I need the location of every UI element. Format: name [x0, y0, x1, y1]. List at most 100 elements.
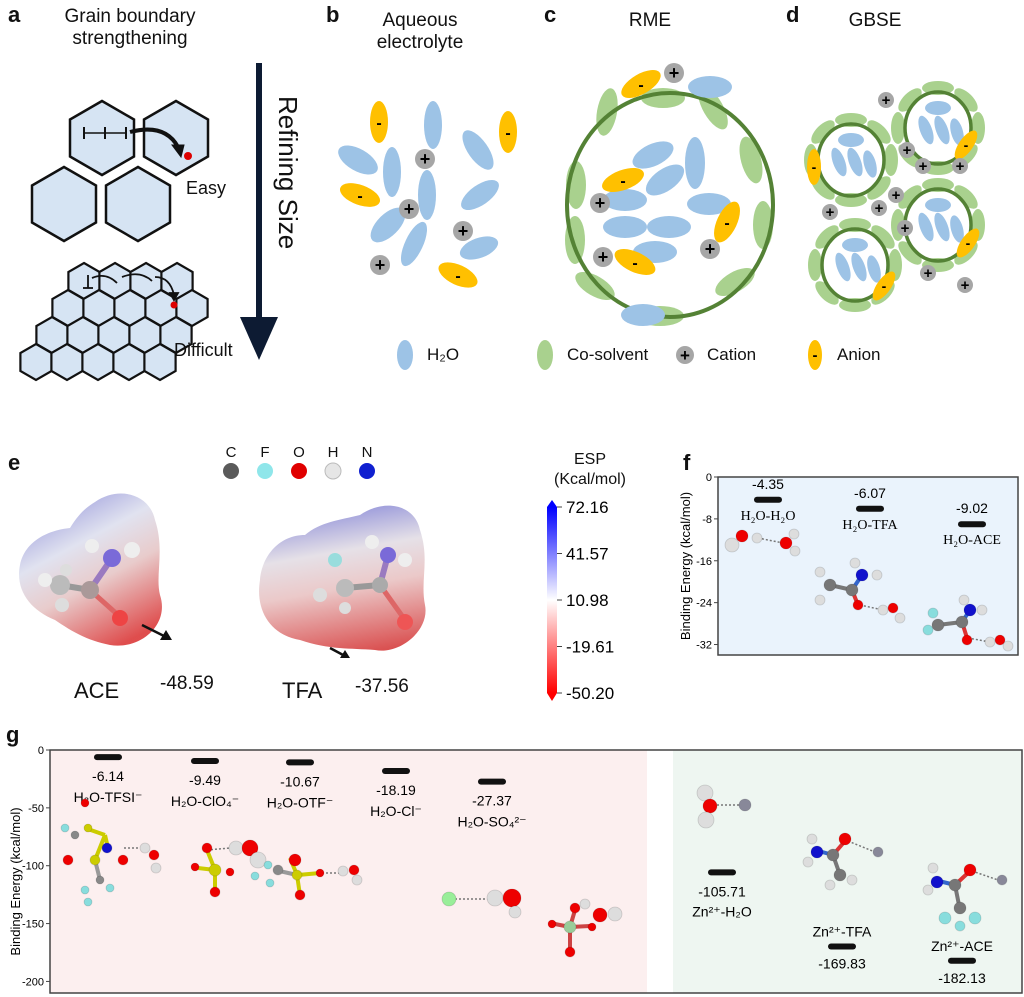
atom — [961, 634, 973, 646]
svg-text:-: - — [638, 77, 643, 94]
atom — [225, 867, 235, 877]
atom — [963, 603, 977, 617]
legend-label-anion: Anion — [837, 345, 881, 364]
grain-boundary-diagram — [19, 63, 278, 382]
atom — [789, 545, 801, 557]
atom — [139, 842, 151, 854]
atom — [117, 854, 129, 866]
atom — [564, 946, 576, 958]
rme-diagram: - - - - + + + + — [565, 63, 775, 326]
nitrogen-ball-icon — [359, 463, 375, 479]
panel-a-title-line1: Grain boundary — [64, 6, 196, 27]
atom — [569, 902, 581, 914]
atom — [724, 537, 740, 553]
atom — [922, 884, 934, 896]
atom — [348, 864, 360, 876]
atom — [855, 568, 869, 582]
svg-text:+: + — [826, 204, 835, 221]
legend-item-anion: - Anion — [805, 338, 935, 372]
panel-a-title-line2: strengthening — [72, 28, 188, 49]
svg-text:+: + — [956, 158, 965, 175]
svg-text:+: + — [903, 142, 912, 159]
atom — [696, 784, 714, 802]
esp-surfaces — [19, 493, 426, 658]
atom — [894, 612, 906, 624]
atom — [60, 823, 70, 833]
energy-value-label: -4.35 — [752, 476, 784, 492]
colorbar-tick-label: -19.61 — [566, 638, 614, 657]
fluorine-ball-icon — [257, 463, 273, 479]
atom — [872, 846, 884, 858]
atom — [249, 851, 267, 869]
zn-h2o-structure — [696, 784, 752, 829]
svg-text:-: - — [966, 235, 971, 251]
atom — [846, 874, 858, 886]
atom — [963, 863, 977, 877]
panel-d-title: GBSE — [848, 10, 902, 31]
atom — [968, 911, 982, 925]
dislocation-arrows-easy — [83, 127, 185, 159]
panel-label-g: g — [6, 722, 20, 747]
zn-tfa-structure — [802, 832, 884, 891]
atom-symbol-h: H — [327, 444, 339, 461]
h2o-h2o-structure — [724, 528, 801, 557]
atom — [80, 885, 90, 895]
atom — [250, 871, 260, 881]
aqueous-electrolyte-diagram: - - - - + + + + — [338, 101, 517, 288]
atom — [814, 566, 826, 578]
atom — [930, 875, 944, 889]
atom-legend: C F O H N — [218, 445, 380, 486]
water-molecules — [338, 101, 499, 267]
svg-text:-: - — [964, 137, 969, 153]
colorbar-max-cap — [547, 500, 557, 507]
colorbar-title-line2: (Kcal/mol) — [553, 471, 626, 488]
energy-level-bar — [382, 768, 410, 775]
atom — [148, 849, 160, 861]
colorbar-title: ESP (Kcal/mol) — [535, 450, 645, 490]
atom — [563, 920, 577, 934]
legend-label-h2o: H₂O — [427, 345, 460, 364]
atom — [802, 856, 814, 868]
atom — [190, 862, 200, 872]
energy-value-label: -18.19 — [376, 782, 416, 798]
atom — [810, 845, 824, 859]
panel-c-title: RME — [628, 10, 672, 31]
y-axis-label: Binding Energy (kcal/mol) — [8, 807, 23, 955]
atom — [547, 919, 557, 929]
chart-g-binding-energy: 0 -50 -100 -150 -200 Binding Energy (kcal/mol… — [8, 745, 1023, 994]
atom — [291, 869, 303, 881]
atom — [738, 798, 752, 812]
svg-text:+: + — [892, 187, 901, 204]
atom — [587, 922, 597, 932]
obstacle-dot-easy — [184, 152, 192, 160]
hydrogen-bond — [757, 537, 784, 544]
y-tick-label: -16 — [696, 556, 712, 568]
svg-text:+: + — [961, 277, 970, 294]
zn-ace-structure — [922, 862, 1008, 932]
panel-label-f: f — [683, 450, 691, 475]
atom — [70, 830, 80, 840]
micelle-boundary — [565, 91, 775, 319]
cations: + + + + + + + + + + — [822, 92, 973, 294]
cosolvent-ellipse-icon — [537, 340, 553, 370]
atom-symbol-f: F — [260, 444, 270, 461]
atom — [845, 583, 859, 597]
cosolvent-shell — [565, 86, 773, 326]
refining-size-arrow — [240, 63, 278, 360]
atom — [849, 557, 861, 569]
svg-text:+: + — [458, 221, 469, 241]
large-grains — [30, 99, 210, 243]
oxygen-ball-icon — [291, 463, 307, 479]
atom — [702, 798, 718, 814]
atom — [877, 604, 889, 616]
colorbar-tick-label: 10.98 — [566, 591, 609, 610]
energy-value-label: -6.07 — [854, 485, 886, 501]
cations: + + + + — [370, 149, 473, 275]
tfa-esp-surface — [259, 505, 426, 651]
energy-level-bar — [754, 496, 782, 503]
atom — [779, 536, 793, 550]
panel-label-a: a — [8, 2, 21, 27]
refining-size-label: Refining Size — [273, 96, 303, 250]
easy-label: Easy — [186, 178, 227, 198]
